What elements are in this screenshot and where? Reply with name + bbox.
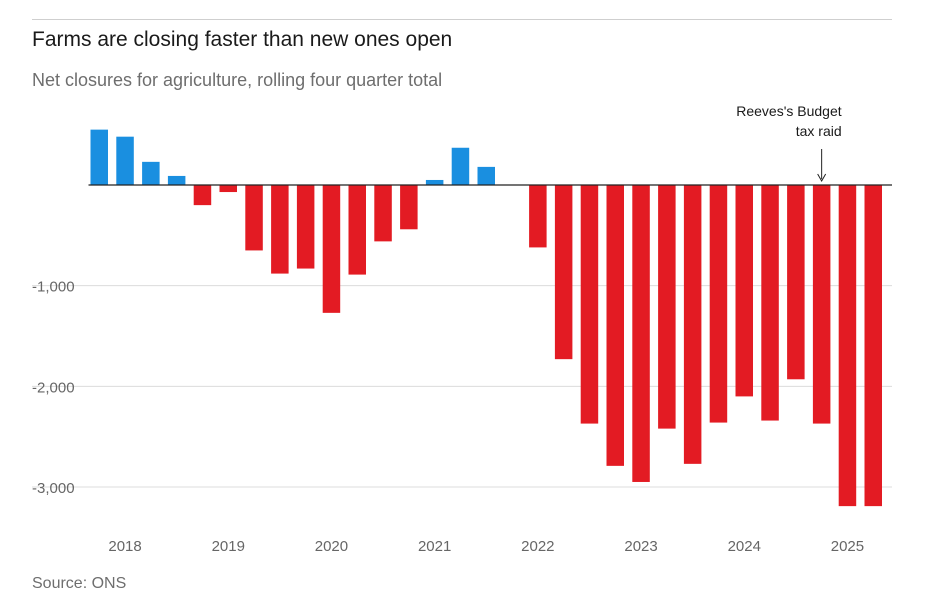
bar [812, 185, 831, 424]
y-tick-label: -1,000 [32, 279, 75, 296]
bar [864, 185, 882, 507]
bar [296, 185, 315, 269]
bar [632, 185, 650, 482]
bar [658, 185, 676, 429]
bar [193, 185, 212, 206]
bar [683, 185, 702, 464]
bar [606, 185, 624, 466]
annotation-arrow-head [817, 173, 827, 183]
bar [90, 129, 108, 185]
bar [167, 175, 186, 185]
bar [400, 185, 418, 230]
y-tick-label: -3,000 [32, 480, 75, 497]
chart-title: Farms are closing faster than new ones o… [32, 28, 453, 51]
x-tick-label: 2021 [418, 538, 451, 555]
bars-layer [90, 129, 882, 507]
bar [477, 166, 495, 185]
annotation-text: tax raid [796, 123, 842, 139]
bar [529, 185, 547, 248]
x-tick-label: 2022 [521, 538, 554, 555]
top-rule [32, 19, 892, 20]
annotation-layer: Reeves's Budget tax raid [736, 103, 842, 183]
x-tick-label: 2025 [831, 538, 864, 555]
bar [735, 185, 753, 397]
bar [838, 185, 857, 507]
chart-subtitle: Net closures for agriculture, rolling fo… [32, 70, 443, 90]
bar [554, 185, 573, 360]
bar [580, 185, 599, 424]
bar [761, 185, 779, 421]
annotation-text: Reeves's Budget [736, 103, 842, 119]
x-tick-label: 2023 [624, 538, 657, 555]
x-tick-label: 2020 [315, 538, 348, 555]
bar [271, 185, 289, 274]
x-tick-label: 2018 [108, 538, 141, 555]
x-tick-label: 2019 [212, 538, 245, 555]
bar [219, 185, 237, 193]
bar [709, 185, 728, 423]
source-note: Source: ONS [32, 575, 127, 592]
bar [116, 136, 134, 185]
axis-layer: -1,000 -2,000 -3,000 2018 2019 2020 2021 2022 20… [32, 184, 892, 555]
bar [425, 179, 444, 185]
x-tick-label: 2024 [728, 538, 761, 555]
bar [322, 185, 341, 313]
bar [451, 147, 470, 185]
bar [374, 185, 392, 242]
bar [142, 161, 160, 185]
bar [245, 185, 263, 251]
bar [348, 185, 366, 275]
y-tick-label: -2,000 [32, 379, 75, 396]
bar [787, 185, 805, 380]
